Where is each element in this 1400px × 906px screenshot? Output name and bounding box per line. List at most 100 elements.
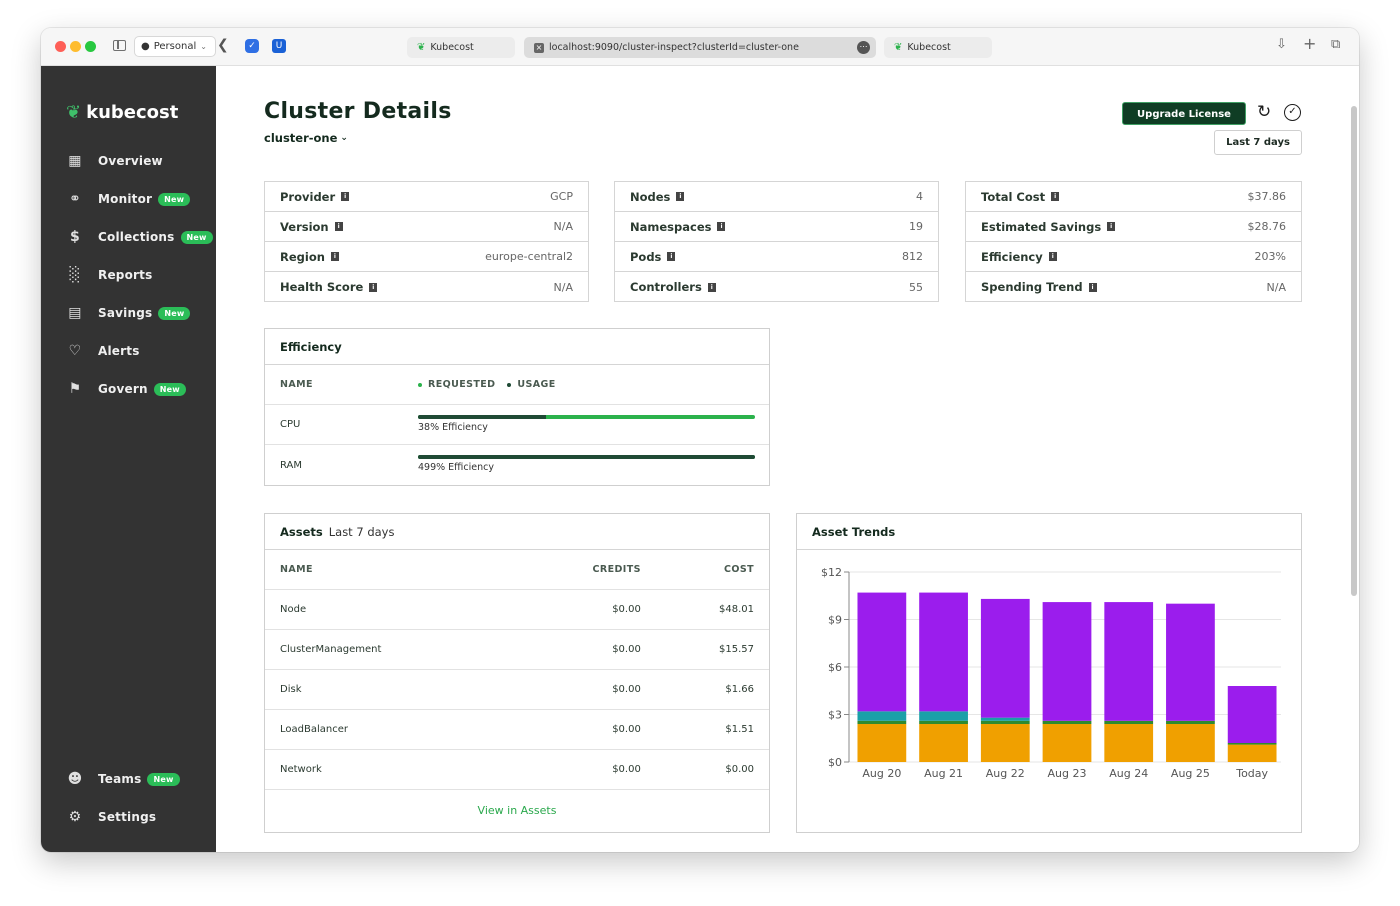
efficiency-bar: 499% Efficiency: [418, 455, 755, 473]
new-badge: New: [180, 230, 213, 244]
bar-segment: [919, 720, 968, 724]
usage-bar: [418, 455, 755, 459]
refresh-icon[interactable]: ↻: [1257, 102, 1272, 122]
asset-name: Disk: [280, 684, 302, 695]
dollar-bracket-icon: $: [70, 229, 80, 245]
info-icon[interactable]: i: [1051, 192, 1060, 201]
column-header-cost[interactable]: COST: [724, 564, 754, 575]
sidebar-item-label: Savings: [98, 306, 153, 320]
cluster-selector[interactable]: cluster-one ⌄: [264, 131, 348, 145]
bar-segment: [857, 724, 907, 762]
sidebar-toggle-icon[interactable]: [113, 40, 126, 51]
stat-value: 203%: [1254, 250, 1286, 263]
info-icon[interactable]: i: [676, 192, 685, 201]
stat-value: N/A: [553, 220, 573, 233]
requested-bar: [418, 415, 755, 419]
bar-segment: [857, 711, 907, 721]
resource-counts-card: Nodes i 4 Namespaces i 19 Pods i 812 Controlle…: [614, 181, 939, 302]
sidebar-item-collections[interactable]: $ Collections New: [66, 225, 213, 249]
info-icon[interactable]: i: [330, 252, 339, 261]
info-icon[interactable]: i: [369, 282, 378, 292]
stat-label: Nodes: [630, 189, 671, 204]
bar-segment: [857, 720, 907, 724]
zoom-window-button[interactable]: [85, 41, 96, 52]
requested-bar: [418, 455, 755, 459]
browser-window: ● Personal ⌄ ❮ ✓ U ❦ Kubecost × localhos…: [41, 28, 1359, 852]
date-range-button[interactable]: Last 7 days: [1214, 130, 1302, 155]
stat-value: N/A: [1266, 280, 1286, 294]
panel-title: Asset Trends: [797, 514, 1301, 550]
asset-name: Node: [280, 604, 307, 615]
asset-credits: $0.00: [612, 764, 641, 775]
info-icon[interactable]: i: [667, 252, 676, 261]
stat-row: Region i europe-central2: [265, 242, 588, 272]
more-options-icon[interactable]: ⋯: [857, 41, 870, 54]
sidebar-item-govern[interactable]: ⚑ Govern New: [66, 377, 186, 401]
column-header-credits[interactable]: CREDITS: [592, 564, 641, 575]
cluster-info-card: Provider i GCP Version i N/A Region i europe-c…: [264, 181, 589, 302]
info-icon[interactable]: i: [1048, 252, 1057, 261]
tab-overview-icon[interactable]: ⧉: [1331, 37, 1341, 52]
new-tab-icon[interactable]: +: [1303, 34, 1317, 53]
stat-row: Version i N/A: [265, 212, 588, 242]
bar-segment: [1042, 720, 1092, 724]
download-icon[interactable]: ⇩: [1276, 37, 1287, 52]
info-icon[interactable]: i: [341, 192, 350, 201]
close-window-button[interactable]: [55, 41, 66, 52]
stat-value: 19: [909, 220, 923, 233]
column-header-name[interactable]: NAME: [280, 564, 313, 575]
sidebar-item-teams[interactable]: ☻ Teams New: [66, 767, 180, 791]
kubecost-logo[interactable]: ❦ kubecost: [66, 102, 178, 123]
table-row[interactable]: LoadBalancer $0.00 $1.51: [265, 710, 769, 750]
close-tab-icon[interactable]: ×: [534, 42, 544, 53]
new-badge: New: [158, 306, 191, 320]
info-icon[interactable]: i: [334, 222, 343, 231]
bar-segment: [1166, 720, 1215, 724]
sidebar-item-savings[interactable]: ▤ Savings New: [66, 301, 191, 325]
table-row[interactable]: ClusterManagement $0.00 $15.57: [265, 630, 769, 670]
table-row[interactable]: Network $0.00 $0.00: [265, 750, 769, 790]
info-icon[interactable]: i: [1088, 282, 1097, 292]
info-icon[interactable]: i: [707, 282, 716, 292]
browser-tab[interactable]: ❦ Kubecost: [884, 37, 992, 58]
stat-row: Pods i 812: [615, 242, 938, 272]
page-scrollbar[interactable]: [1351, 106, 1357, 596]
browser-tab[interactable]: ❦ Kubecost: [407, 37, 515, 58]
table-row[interactable]: Node $0.00 $48.01: [265, 590, 769, 630]
stat-value: GCP: [550, 190, 573, 203]
asset-trends-panel: Asset Trends $0 $3 $6 $9 $12 Aug 20 Aug 21 Aug …: [796, 513, 1302, 833]
stat-value: N/A: [553, 280, 573, 294]
bar-segment: [980, 724, 1030, 762]
stat-row: Efficiency i 203%: [966, 242, 1301, 272]
sidebar-item-settings[interactable]: ⚙ Settings: [66, 805, 156, 829]
sidebar-item-monitor[interactable]: ⚭ Monitor New: [66, 187, 191, 211]
back-icon[interactable]: ❮: [217, 37, 229, 53]
resource-name: CPU: [280, 419, 301, 430]
usage-bar: [418, 415, 547, 419]
check-circle-icon[interactable]: ✓: [1284, 104, 1301, 121]
info-icon[interactable]: i: [717, 222, 726, 231]
info-icon[interactable]: i: [1107, 222, 1116, 231]
address-bar-url[interactable]: localhost:9090/cluster-inspect?clusterId…: [549, 42, 799, 53]
sidebar-item-alerts[interactable]: ♡ Alerts: [66, 339, 140, 363]
y-tick-label: $3: [828, 709, 842, 722]
bar-segment: [980, 717, 1030, 721]
asset-cost: $1.66: [725, 684, 754, 695]
privacy-extension-icon[interactable]: ✓: [245, 39, 259, 53]
upgrade-license-button[interactable]: Upgrade License: [1122, 102, 1246, 125]
efficiency-row-ram: RAM 499% Efficiency: [265, 445, 769, 485]
bar-segment: [857, 592, 907, 712]
table-row[interactable]: Disk $0.00 $1.66: [265, 670, 769, 710]
minimize-window-button[interactable]: [70, 41, 81, 52]
sidebar-item-overview[interactable]: ▦ Overview: [66, 149, 163, 173]
sidebar-item-reports[interactable]: ░ Reports: [66, 263, 153, 287]
asset-cost: $48.01: [719, 604, 754, 615]
bitwarden-extension-icon[interactable]: U: [272, 39, 286, 53]
stat-label: Region: [280, 249, 325, 264]
efficiency-legend: REQUESTED USAGE: [418, 379, 556, 390]
view-in-assets-link[interactable]: View in Assets: [477, 803, 557, 817]
browser-tab-active[interactable]: × localhost:9090/cluster-inspect?cluster…: [524, 37, 876, 58]
assets-title: Assets: [280, 524, 323, 539]
x-tick-label: Aug 25: [1171, 767, 1210, 780]
profile-selector[interactable]: ● Personal ⌄: [134, 36, 216, 57]
